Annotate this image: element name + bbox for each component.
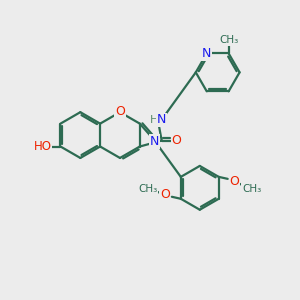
Text: N: N	[150, 135, 159, 148]
Text: N: N	[202, 47, 211, 60]
Text: HO: HO	[34, 140, 52, 153]
Text: O: O	[115, 105, 125, 118]
Text: O: O	[230, 176, 240, 188]
Text: CH₃: CH₃	[242, 184, 261, 194]
Text: O: O	[160, 188, 170, 201]
Text: O: O	[172, 134, 182, 147]
Text: H: H	[150, 115, 158, 124]
Text: CH₃: CH₃	[138, 184, 158, 194]
Text: N: N	[157, 113, 166, 126]
Text: CH₃: CH₃	[219, 35, 238, 46]
